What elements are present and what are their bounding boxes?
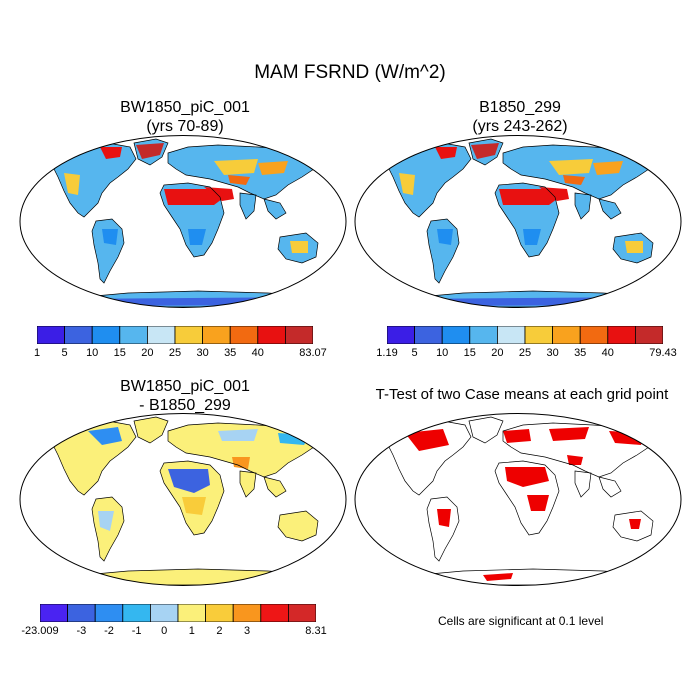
colorbar-2-label: 25 [518, 347, 532, 359]
colorbar-3-label: 2 [216, 625, 223, 637]
colorbar-2-box-7 [579, 325, 609, 345]
colorbar-3-box-2 [94, 603, 124, 623]
colorbar-1: 1 5 10 15 20 25 30 35 40 83.07 [33, 325, 327, 362]
panel-1-title-line2: (yrs 70-89) [146, 118, 224, 135]
colorbar-3-labels: -23.009 -3 -2 -1 0 1 2 3 8.31 [21, 625, 326, 639]
colorbar-1-box-8 [257, 325, 286, 345]
colorbar-1-box-9 [284, 325, 314, 345]
panel-1-title: BW1850_piC_001 (yrs 70-89) [20, 98, 350, 136]
colorbar-1-box-3 [119, 325, 148, 345]
colorbar-2-box-6 [552, 325, 581, 345]
colorbar-3-boxes [39, 603, 317, 623]
colorbar-1-label: 10 [86, 347, 99, 359]
colorbar-3-box-3 [122, 603, 151, 623]
colorbar-2-labels: 1.19 5 10 15 20 25 30 35 40 79.43 [376, 347, 676, 361]
colorbar-3-box-4 [150, 603, 179, 623]
colorbar-2-label: 15 [463, 347, 476, 359]
colorbar-1-label: 25 [168, 347, 182, 359]
colorbar-2-label: 79.43 [649, 347, 677, 359]
colorbar-3-label: 1 [188, 625, 195, 637]
colorbar-1-box-6 [202, 325, 231, 345]
map-panel-3 [19, 413, 347, 586]
colorbar-3-box-7 [232, 603, 262, 623]
figure-title: MAM FSRND (W/m^2) [254, 62, 446, 83]
panel-3-title: BW1850_piC_001 - B1850_299 [20, 377, 350, 415]
colorbar-3-box-0 [39, 603, 69, 623]
colorbar-2-box-8 [607, 325, 636, 345]
colorbar-3: -23.009 -3 -2 -1 0 1 2 3 8.31 [21, 603, 327, 640]
colorbar-3-box-1 [67, 603, 96, 623]
colorbar-3-label: -3 [76, 625, 87, 637]
colorbar-1-box-4 [147, 325, 176, 345]
colorbar-2-box-3 [469, 325, 498, 345]
colorbar-2-label: 35 [574, 347, 587, 359]
colorbar-1-box-1 [64, 325, 93, 345]
map-panel-1 [19, 135, 347, 308]
colorbar-3-label: -1 [131, 625, 142, 637]
colorbar-3-box-8 [260, 603, 289, 623]
colorbar-1-labels: 1 5 10 15 20 25 30 35 40 83.07 [33, 347, 327, 361]
panel-3-title-line1: BW1850_piC_001 [120, 378, 250, 395]
colorbar-3-label: 3 [243, 625, 251, 637]
colorbar-1-label: 35 [224, 347, 237, 359]
colorbar-1-boxes [36, 325, 314, 345]
colorbar-2: 1.19 5 10 15 20 25 30 35 40 79.43 [376, 325, 677, 362]
colorbar-2-box-5 [524, 325, 554, 345]
colorbar-1-box-0 [36, 325, 66, 345]
colorbar-2-boxes [386, 325, 664, 345]
colorbar-1-box-5 [174, 325, 204, 345]
colorbar-3-label: 0 [161, 625, 168, 637]
colorbar-2-label: 5 [411, 347, 418, 359]
colorbar-1-label: 30 [196, 347, 209, 359]
colorbar-1-label: 5 [61, 347, 68, 359]
colorbar-2-box-0 [386, 325, 416, 345]
colorbar-2-label: 20 [491, 347, 504, 359]
colorbar-1-box-2 [91, 325, 121, 345]
colorbar-3-label: -23.009 [21, 625, 59, 637]
panel-3-title-line2: - B1850_299 [139, 397, 231, 414]
colorbar-2-box-4 [497, 325, 526, 345]
colorbar-1-label: 40 [251, 347, 264, 359]
map-panel-2 [354, 135, 682, 308]
colorbar-2-label: 1.19 [376, 347, 398, 359]
colorbar-2-label: 10 [436, 347, 449, 359]
significance-note: Cells are significant at 0.1 level [438, 614, 604, 628]
colorbar-3-box-6 [205, 603, 234, 623]
colorbar-2-label: 40 [601, 347, 614, 359]
map-panel-4 [354, 413, 682, 586]
colorbar-1-label: 1 [33, 347, 41, 359]
colorbar-1-box-7 [229, 325, 259, 345]
colorbar-3-box-9 [287, 603, 317, 623]
colorbar-2-label: 30 [546, 347, 559, 359]
panel-4-title-line1: T-Test of two Case means at each grid po… [375, 386, 669, 403]
panel-1-title-line1: BW1850_piC_001 [120, 99, 250, 116]
colorbar-2-box-1 [414, 325, 443, 345]
panel-2-title-line1: B1850_299 [479, 99, 561, 116]
panel-4-title: T-Test of two Case means at each grid po… [352, 385, 692, 404]
colorbar-3-box-5 [177, 603, 207, 623]
colorbar-1-label: 15 [113, 347, 126, 359]
colorbar-2-box-9 [634, 325, 664, 345]
colorbar-3-label: 8.31 [305, 625, 327, 637]
panel-2-title-line2: (yrs 243-262) [472, 118, 568, 135]
colorbar-1-label: 20 [141, 347, 154, 359]
colorbar-1-label: 83.07 [299, 347, 327, 359]
colorbar-2-box-2 [441, 325, 471, 345]
colorbar-3-label: -2 [104, 625, 114, 637]
panel-2-title: B1850_299 (yrs 243-262) [355, 98, 685, 136]
